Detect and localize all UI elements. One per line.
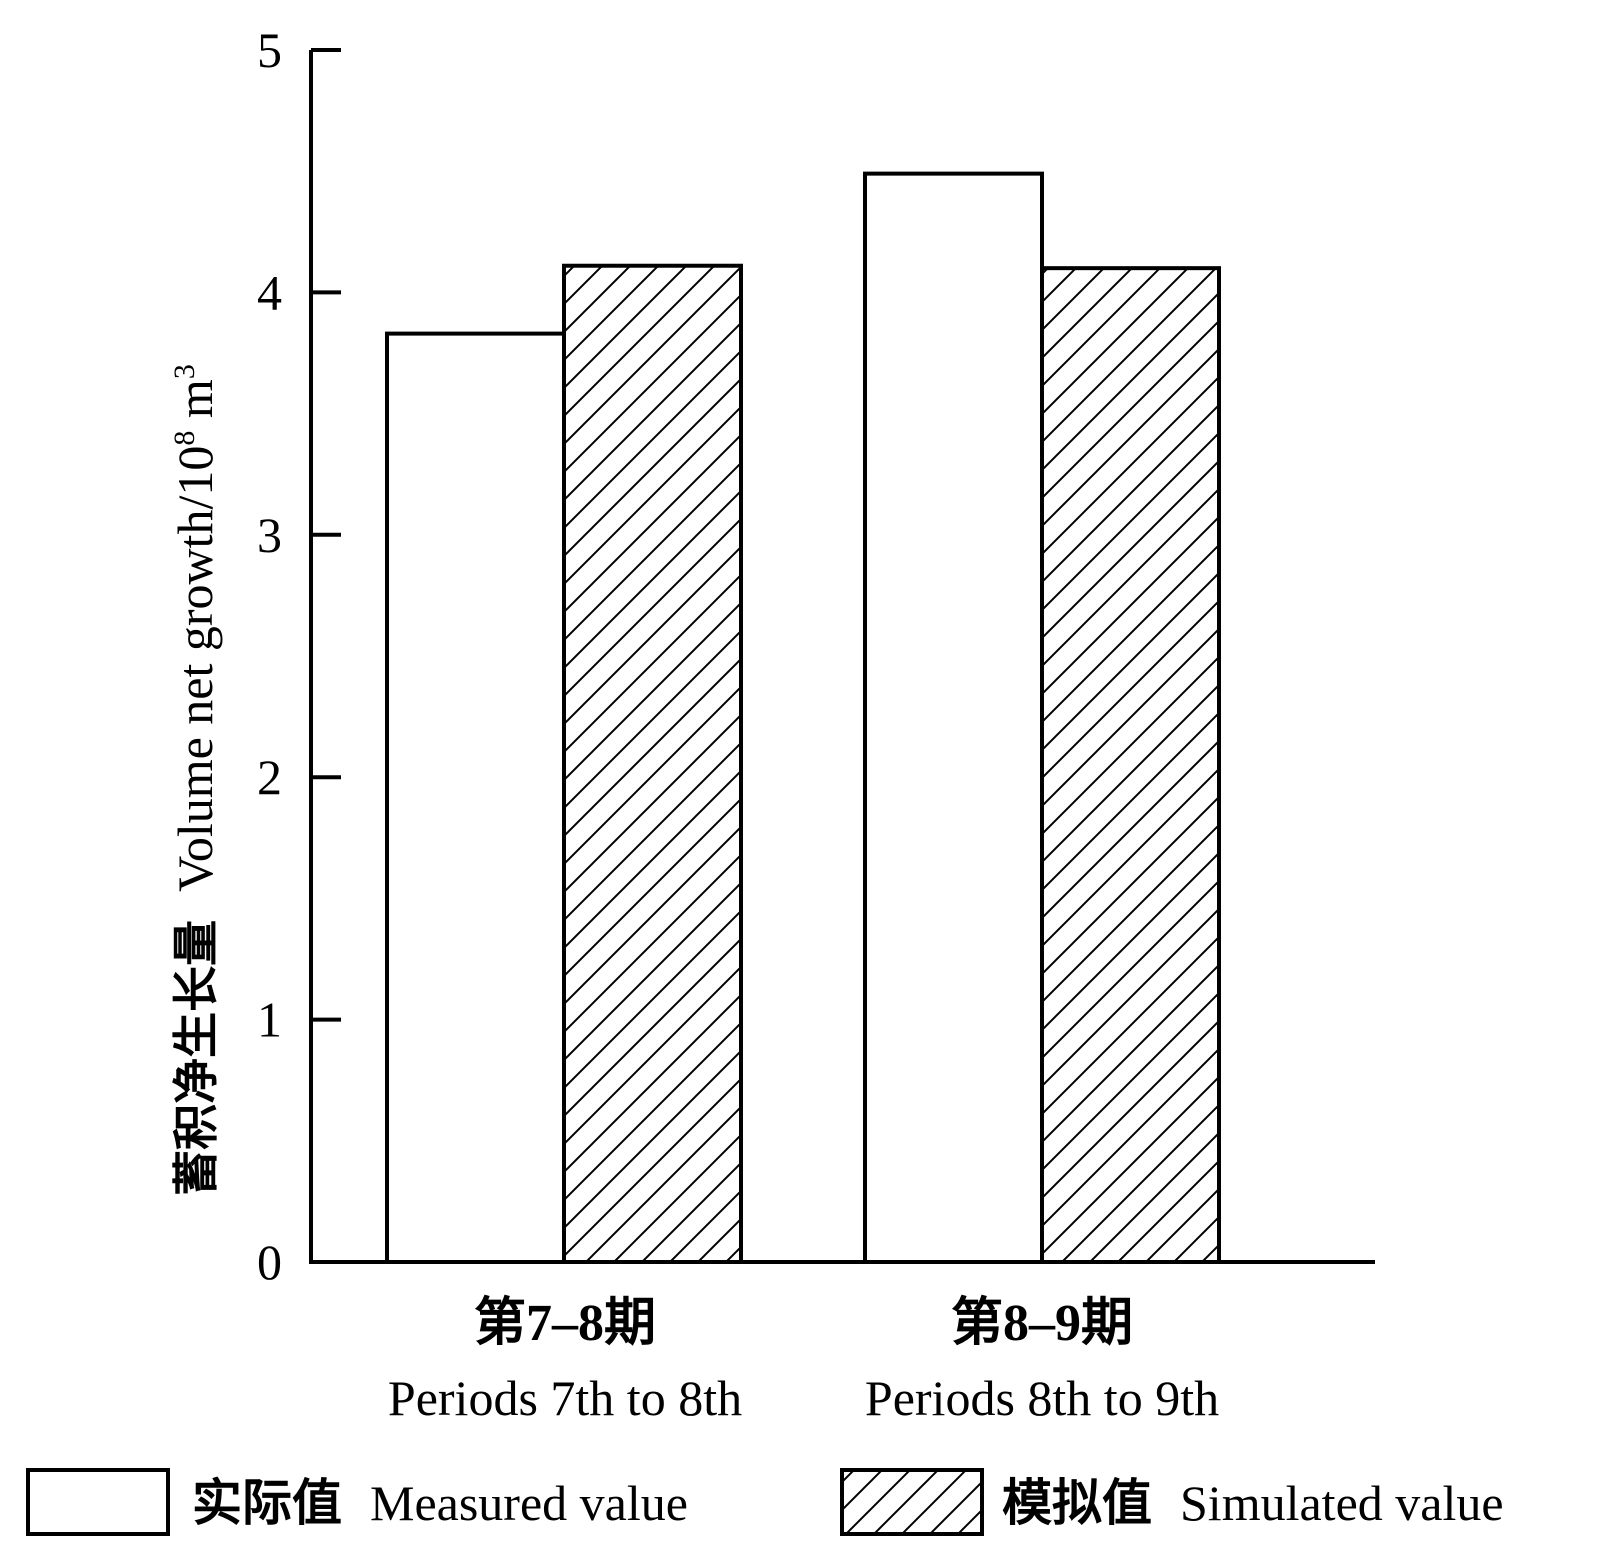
legend-label-measured: 实际值 Measured value: [192, 1474, 688, 1532]
y-axis-label-exp1: 8: [168, 431, 201, 446]
bar-simulated-2: [1040, 266, 1221, 1265]
y-tick-label-5: 5: [257, 22, 282, 78]
y-tick-label-4: 4: [257, 264, 282, 320]
legend: 实际值 Measured value 模拟值 Simulated value: [26, 1468, 1504, 1536]
category-label-en-2: Periods 8th to 9th: [865, 1370, 1219, 1426]
y-tick-label-0: 0: [257, 1234, 282, 1290]
legend-label-simulated: 模拟值 Simulated value: [1002, 1474, 1504, 1532]
y-axis-label-cn: 蓄积净生长量: [169, 920, 223, 1196]
axes-layer: [309, 50, 1375, 1264]
bar-simulated-1: [562, 263, 743, 1264]
legend-swatch-measured: [26, 1468, 170, 1536]
legend-label-simulated-en: Simulated value: [1180, 1475, 1504, 1531]
bars-layer: [385, 171, 1221, 1265]
category-label-cn-2: 第8–9期: [951, 1294, 1133, 1352]
y-axis-label-en: Volume net growth/10: [167, 446, 223, 892]
y-axis-label-unit: m: [167, 379, 223, 431]
y-tick-label-2: 2: [257, 749, 282, 805]
y-tick-label-1: 1: [257, 992, 282, 1048]
y-axis-label: 蓄积净生长量 Volume net growth/108 m3: [167, 364, 223, 1196]
legend-swatch-simulated: [840, 1468, 984, 1536]
category-label-en-1: Periods 7th to 8th: [388, 1370, 742, 1426]
y-axis-label-exp2: 3: [168, 364, 201, 379]
ticks-layer: 0 1 2 3 4 5: [257, 22, 341, 1290]
bar-measured-1: [385, 331, 566, 1265]
legend-label-simulated-cn: 模拟值: [1002, 1474, 1152, 1532]
bar-measured-2: [863, 171, 1044, 1264]
legend-label-measured-en: Measured value: [370, 1475, 688, 1531]
y-tick-label-3: 3: [257, 507, 282, 563]
category-label-cn-1: 第7–8期: [474, 1294, 656, 1352]
legend-label-measured-cn: 实际值: [192, 1474, 342, 1532]
x-category-labels: 第7–8期 Periods 7th to 8th 第8–9期 Periods 8…: [388, 1294, 1219, 1426]
